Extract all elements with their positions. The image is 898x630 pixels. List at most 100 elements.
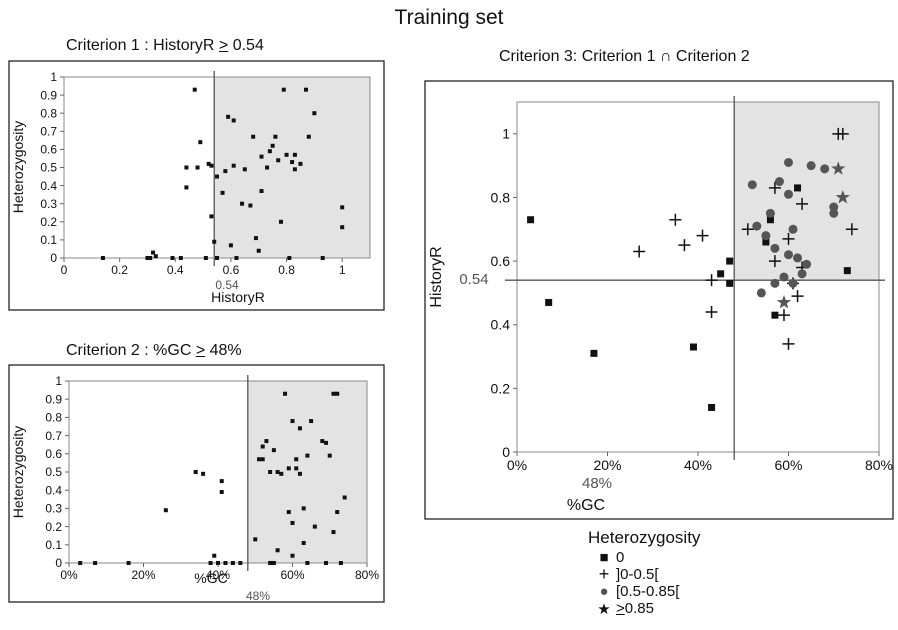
chart2-ytick-label: 0.6 bbox=[45, 447, 62, 461]
chart1-point bbox=[203, 256, 208, 260]
chart3-y-axis-label: HistoryR bbox=[428, 246, 445, 307]
chart1-point bbox=[273, 134, 278, 139]
chart1-point bbox=[304, 87, 309, 92]
chart3-point-plus bbox=[768, 255, 781, 268]
chart3-point-circle bbox=[788, 224, 798, 234]
chart2-threshold-label: 48% bbox=[246, 589, 270, 603]
chart2-point bbox=[335, 510, 340, 515]
chart3-point-plus bbox=[678, 239, 691, 252]
chart3-point-circle bbox=[770, 243, 780, 253]
legend-label-2: [0.5-0.85[ bbox=[616, 583, 680, 600]
chart1-point bbox=[231, 163, 236, 168]
chart3-point-square bbox=[590, 349, 598, 357]
chart3-point-circle bbox=[793, 253, 803, 263]
chart1-point bbox=[253, 236, 258, 241]
chart3-point-square bbox=[717, 270, 725, 278]
chart3-point-plus bbox=[791, 290, 804, 303]
chart1-point bbox=[278, 219, 283, 224]
chart3-shaded-region bbox=[734, 102, 879, 281]
chart1-point bbox=[153, 254, 158, 259]
chart3-ytick-label: 0 bbox=[502, 444, 510, 460]
legend-label-3-operator: > bbox=[616, 600, 625, 617]
chart1-y-axis-label: Heterozygosity bbox=[10, 121, 26, 214]
chart3-point-plus bbox=[705, 306, 718, 318]
chart3-point-square bbox=[762, 238, 770, 246]
chart2-xtick-label: 60% bbox=[280, 568, 304, 582]
chart3-xtick-label: 60% bbox=[774, 457, 802, 473]
chart1-threshold-label: 0.54 bbox=[215, 278, 239, 292]
plus-icon: + bbox=[598, 564, 610, 584]
chart1-point bbox=[170, 256, 175, 260]
chart2-point bbox=[286, 510, 291, 515]
chart1-point bbox=[292, 152, 297, 157]
chart2-point bbox=[301, 540, 306, 545]
chart1-point bbox=[259, 189, 264, 194]
chart2-point bbox=[193, 470, 198, 474]
chart1-ytick-label: 0.8 bbox=[40, 106, 57, 120]
chart2-point bbox=[275, 470, 280, 474]
legend-item-0: ■ 0 bbox=[588, 549, 700, 566]
chart1-xtick-label: 1 bbox=[339, 263, 346, 277]
legend-item-3: ★ > 0.85 bbox=[588, 600, 700, 618]
chart2-ytick-label: 1 bbox=[55, 374, 62, 388]
chart2-point bbox=[201, 471, 206, 476]
chart3-point-circle bbox=[765, 208, 775, 218]
chart1-ytick-label: 0.9 bbox=[40, 88, 57, 102]
chart3-point-plus bbox=[796, 197, 809, 210]
panel1-title-suffix: 0.54 bbox=[228, 37, 264, 54]
chart2-xtick-label: 0% bbox=[60, 568, 78, 582]
chart2-ytick-label: 0 bbox=[55, 556, 62, 570]
chart3-point-square bbox=[708, 403, 716, 411]
chart2-point bbox=[290, 520, 295, 525]
chart1-point bbox=[226, 114, 231, 119]
chart2-point bbox=[283, 391, 288, 396]
panel3-title: Criterion 3: Criterion 1 ∩ Criterion 2 bbox=[499, 48, 750, 65]
chart2-point bbox=[212, 553, 217, 558]
legend-label-0: 0 bbox=[616, 549, 625, 566]
chart1-point bbox=[259, 154, 264, 159]
chart2-point bbox=[219, 490, 224, 495]
chart3-point-circle bbox=[752, 221, 762, 231]
chart2-point bbox=[335, 391, 340, 396]
chart1-point bbox=[240, 201, 245, 206]
panel2-title-suffix: 48% bbox=[205, 342, 242, 359]
chart1-point bbox=[248, 203, 253, 208]
chart3-point-star bbox=[835, 190, 850, 204]
chart3-point-square bbox=[545, 298, 553, 306]
chart2-ytick-label: 0.4 bbox=[45, 483, 62, 497]
chart1-point bbox=[209, 214, 214, 219]
chart1-point bbox=[184, 165, 189, 170]
chart3-point-plus bbox=[777, 309, 790, 322]
chart1-x-axis-label: HistoryR bbox=[211, 289, 265, 305]
chart3-point-circle bbox=[829, 202, 839, 212]
square-icon: ■ bbox=[599, 549, 609, 566]
chart1-ytick-label: 0.1 bbox=[40, 233, 57, 247]
chart3-point-circle bbox=[802, 259, 812, 269]
chart1-shaded-region bbox=[214, 77, 370, 258]
chart1-point bbox=[306, 134, 311, 139]
chart2-point bbox=[338, 561, 343, 565]
chart2-ytick-label: 0.5 bbox=[45, 465, 62, 479]
chart1-point bbox=[298, 161, 303, 166]
chart3-point-plus bbox=[633, 245, 646, 258]
chart3-point-circle bbox=[779, 272, 789, 282]
chart2-point bbox=[271, 561, 276, 565]
chart3-ytick-label: 0.4 bbox=[491, 317, 511, 333]
chart3-point-plus bbox=[845, 223, 858, 236]
chart2-point bbox=[268, 470, 273, 474]
chart2-point bbox=[320, 439, 325, 444]
chart3-point-square bbox=[771, 311, 779, 319]
panel2-title: Criterion 2 : %GC > 48% bbox=[66, 342, 242, 360]
chart1-ytick-label: 0.6 bbox=[40, 143, 57, 157]
chart3-point-circle bbox=[747, 180, 757, 190]
chart2-point bbox=[305, 453, 310, 458]
chart3-point-circle bbox=[784, 157, 793, 167]
chart1-point bbox=[267, 149, 272, 154]
chart1-point bbox=[215, 256, 219, 260]
chart1-point bbox=[212, 239, 217, 244]
chart3-point-circle bbox=[820, 164, 830, 174]
chart3-point-plus bbox=[741, 223, 754, 236]
chart1-point bbox=[151, 250, 156, 255]
chart3-point-plus bbox=[696, 229, 709, 242]
